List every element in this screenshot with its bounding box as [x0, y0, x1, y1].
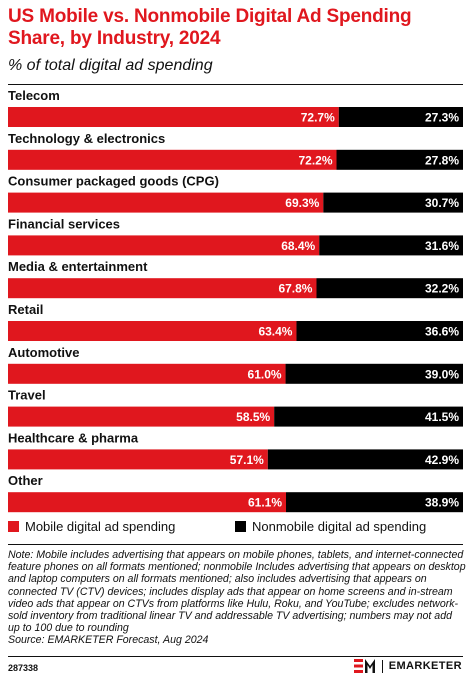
data-label-mobile: 69.3%: [285, 196, 319, 210]
category-label: Consumer packaged goods (CPG): [8, 174, 219, 189]
source-text: Source: EMARKETER Forecast, Aug 2024: [8, 634, 209, 647]
data-label-nonmobile: 42.9%: [425, 453, 459, 467]
stacked-bar-chart: Telecom 72.7% 27.3% Technology & electronic…: [0, 86, 470, 516]
bar-nonmobile: [267, 449, 463, 470]
data-label-nonmobile: 41.5%: [425, 410, 459, 424]
bar-mobile: [8, 278, 317, 299]
bar-nonmobile: [319, 235, 463, 256]
bar-nonmobile: [323, 192, 463, 213]
chart-title: US Mobile vs. Nonmobile Digital Ad Spend…: [8, 6, 412, 49]
data-label-nonmobile: 27.3%: [425, 111, 459, 125]
bar-nonmobile: [286, 492, 463, 513]
bar-mobile: [8, 363, 286, 384]
bar-nonmobile: [338, 107, 463, 127]
data-label-mobile: 58.5%: [236, 410, 270, 424]
bar-nonmobile: [336, 149, 463, 170]
data-label-mobile: 61.1%: [248, 496, 282, 510]
top-divider: [8, 84, 463, 85]
category-label: Telecom: [8, 88, 60, 103]
bar-mobile: [8, 235, 320, 256]
data-label-mobile: 63.4%: [258, 325, 292, 339]
data-label-mobile: 57.1%: [230, 453, 264, 467]
data-label-nonmobile: 36.6%: [425, 325, 459, 339]
data-label-nonmobile: 38.9%: [425, 496, 459, 510]
bar-mobile: [8, 492, 287, 513]
category-label: Retail: [8, 302, 43, 317]
category-label: Other: [8, 473, 43, 488]
bar-nonmobile: [316, 278, 463, 299]
bar-mobile: [8, 149, 337, 170]
emarketer-logo-icon: [353, 659, 375, 673]
category-label: Financial services: [8, 216, 120, 231]
legend-label-mobile: Mobile digital ad spending: [25, 519, 176, 534]
bar-nonmobile: [274, 406, 463, 427]
bar-mobile: [8, 321, 297, 341]
chart-svg: Telecom 72.7% 27.3% Technology & electronic…: [8, 88, 463, 513]
bar-nonmobile: [296, 321, 463, 341]
chart-subtitle: % of total digital ad spending: [8, 57, 213, 74]
data-label-mobile: 72.2%: [298, 153, 332, 167]
legend-swatch-mobile: [8, 521, 19, 532]
note-text: Note: Mobile includes advertising that a…: [8, 549, 466, 635]
legend: Mobile digital ad spending Nonmobile dig…: [8, 519, 463, 535]
bar-mobile: [8, 192, 324, 213]
category-label: Technology & electronics: [8, 131, 165, 146]
legend-label-nonmobile: Nonmobile digital ad spending: [252, 519, 427, 534]
legend-swatch-nonmobile: [235, 521, 246, 532]
data-label-nonmobile: 31.6%: [425, 239, 459, 253]
brand-separator: [381, 659, 383, 673]
legend-item-nonmobile: Nonmobile digital ad spending: [235, 519, 426, 534]
bar-mobile: [8, 107, 339, 127]
category-label: Healthcare & pharma: [8, 430, 139, 445]
data-label-mobile: 68.4%: [281, 239, 315, 253]
footnote: Note: Mobile includes advertising that a…: [8, 549, 466, 647]
data-label-nonmobile: 39.0%: [425, 367, 459, 381]
category-label: Travel: [8, 388, 46, 403]
bar-mobile: [8, 406, 275, 427]
bar-mobile: [8, 449, 268, 470]
data-label-nonmobile: 27.8%: [425, 153, 459, 167]
data-label-mobile: 61.0%: [248, 367, 282, 381]
brand-name: EMARKETER: [388, 660, 462, 672]
data-label-nonmobile: 30.7%: [425, 196, 459, 210]
legend-item-mobile: Mobile digital ad spending: [8, 519, 175, 534]
chart-id: 287338: [8, 663, 39, 673]
category-label: Automotive: [8, 345, 80, 360]
category-label: Media & entertainment: [8, 259, 148, 274]
footer-divider: [8, 544, 463, 545]
data-label-nonmobile: 32.2%: [425, 282, 459, 296]
brand-logo: EMARKETER: [353, 659, 462, 673]
data-label-mobile: 72.7%: [301, 111, 335, 125]
bar-nonmobile: [285, 363, 463, 384]
data-label-mobile: 67.8%: [278, 282, 312, 296]
bottom-divider: [8, 656, 463, 657]
